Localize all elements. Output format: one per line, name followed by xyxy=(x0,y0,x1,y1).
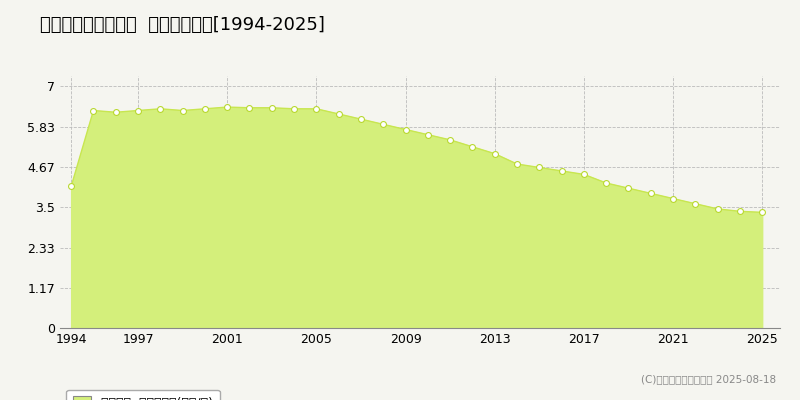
Point xyxy=(243,104,256,111)
Point xyxy=(288,106,301,112)
Point xyxy=(734,208,746,214)
Point xyxy=(711,206,724,212)
Point xyxy=(332,111,345,117)
Point xyxy=(578,171,590,178)
Point xyxy=(689,200,702,207)
Text: 西諸県郡高原町西麓  公示地価推移[1994-2025]: 西諸県郡高原町西麓 公示地価推移[1994-2025] xyxy=(40,16,325,34)
Point xyxy=(377,121,390,128)
Legend: 公示地価  平均坊単価(万円/坊): 公示地価 平均坊単価(万円/坊) xyxy=(66,390,219,400)
Point xyxy=(666,195,679,202)
Point xyxy=(399,126,412,133)
Point xyxy=(555,168,568,174)
Point xyxy=(533,164,546,171)
Point xyxy=(198,106,211,112)
Point xyxy=(600,180,613,186)
Point xyxy=(466,144,478,150)
Point xyxy=(422,132,434,138)
Point xyxy=(110,109,122,116)
Point xyxy=(87,107,100,114)
Point xyxy=(65,183,78,190)
Point xyxy=(221,104,234,110)
Point xyxy=(154,106,166,112)
Point xyxy=(266,104,278,111)
Text: (C)土地価格ドットコム 2025-08-18: (C)土地価格ドットコム 2025-08-18 xyxy=(641,374,776,384)
Point xyxy=(622,185,635,191)
Point xyxy=(756,209,769,216)
Point xyxy=(132,107,145,114)
Point xyxy=(310,106,322,112)
Point xyxy=(176,107,189,114)
Point xyxy=(354,116,367,122)
Point xyxy=(488,150,501,157)
Point xyxy=(644,190,657,196)
Point xyxy=(510,161,523,167)
Point xyxy=(444,137,457,143)
